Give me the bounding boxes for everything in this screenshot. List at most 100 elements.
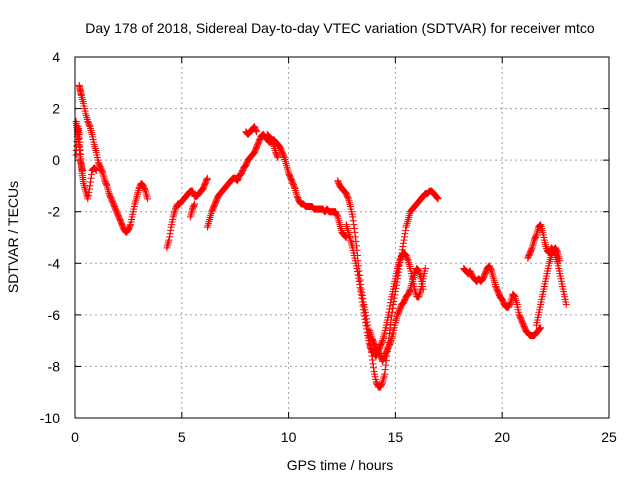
- data-point: [166, 233, 174, 241]
- data-point: [380, 372, 388, 380]
- data-point: [359, 295, 367, 303]
- data-point: [491, 279, 499, 287]
- data-point: [546, 257, 554, 265]
- data-point: [404, 215, 412, 223]
- data-point: [203, 175, 211, 183]
- data-point: [355, 274, 363, 282]
- data-point: [166, 230, 174, 238]
- data-point: [386, 325, 394, 333]
- data-point: [490, 275, 498, 283]
- data-point: [92, 166, 100, 174]
- data-point: [406, 263, 414, 271]
- data-point: [529, 240, 537, 248]
- data-point: [167, 226, 175, 234]
- data-point: [562, 301, 570, 309]
- x-tick-label: 10: [281, 429, 297, 445]
- data-point: [510, 292, 518, 300]
- data-point: [487, 266, 495, 274]
- data-point: [360, 312, 368, 320]
- data-point: [78, 94, 86, 102]
- data-point: [369, 360, 377, 368]
- data-point: [414, 266, 422, 274]
- data-point: [92, 146, 100, 154]
- data-point: [336, 221, 344, 229]
- data-point: [386, 305, 394, 313]
- data-point: [336, 223, 344, 231]
- data-point: [354, 271, 362, 279]
- data-point: [164, 240, 172, 248]
- plot-frame: [74, 56, 610, 419]
- data-point: [351, 228, 359, 236]
- data-point: [349, 213, 357, 221]
- data-point: [206, 215, 214, 223]
- data-point: [80, 181, 88, 189]
- y-axis-label: SDTVAR / TECUs: [5, 181, 21, 293]
- data-point: [401, 230, 409, 238]
- data-point: [385, 308, 393, 316]
- data-point: [280, 152, 288, 160]
- data-point: [165, 236, 173, 244]
- data-point: [433, 194, 441, 202]
- y-tick-label: 2: [52, 101, 60, 117]
- data-point: [347, 238, 355, 246]
- data-point: [141, 186, 149, 194]
- data-point: [134, 188, 142, 196]
- data-point: [84, 192, 92, 200]
- y-tick-label: -6: [48, 307, 61, 323]
- data-point: [363, 325, 371, 333]
- x-axis-label: GPS time / hours: [287, 457, 394, 473]
- data-point: [402, 226, 410, 234]
- data-point: [386, 302, 394, 310]
- data-point: [343, 223, 351, 231]
- data-point: [434, 195, 442, 203]
- data-point: [207, 212, 215, 220]
- data-point: [170, 209, 178, 217]
- data-point: [556, 257, 564, 265]
- data-point: [205, 219, 212, 227]
- data-point: [85, 185, 93, 193]
- data-point: [387, 321, 395, 329]
- data-point: [541, 241, 549, 249]
- data-point: [78, 96, 86, 104]
- data-point: [83, 193, 91, 201]
- data-point: [409, 275, 417, 283]
- data-point: [335, 219, 343, 227]
- x-tick-label: 25: [601, 429, 617, 445]
- data-point: [353, 268, 361, 276]
- data-point: [79, 97, 87, 105]
- chart-title: Day 178 of 2018, Sidereal Day-to-day VTE…: [85, 20, 595, 36]
- data-point: [190, 201, 198, 209]
- data-point: [378, 379, 386, 387]
- data-point: [380, 333, 388, 341]
- data-point: [490, 277, 498, 285]
- data-point: [187, 211, 195, 219]
- data-point: [405, 261, 413, 269]
- data-point: [91, 143, 99, 151]
- data-point: [350, 224, 358, 232]
- data-point: [399, 239, 407, 247]
- data-point: [358, 298, 366, 306]
- data-point: [104, 186, 112, 194]
- data-point: [206, 214, 214, 222]
- data-point: [205, 217, 213, 225]
- data-point: [553, 248, 561, 256]
- y-tick-label: -8: [48, 358, 61, 374]
- data-point: [87, 126, 95, 134]
- data-point: [133, 192, 141, 200]
- data-point: [186, 213, 194, 221]
- data-point: [91, 145, 99, 153]
- data-point: [132, 194, 140, 202]
- data-point: [419, 285, 427, 293]
- data-point: [402, 223, 410, 231]
- data-point: [399, 243, 407, 251]
- data-point: [536, 324, 544, 332]
- data-point: [81, 183, 89, 191]
- data-point: [400, 233, 408, 241]
- data-point: [88, 170, 96, 178]
- data-point: [403, 219, 411, 227]
- data-point: [351, 233, 359, 241]
- data-point: [87, 174, 95, 182]
- data-point: [84, 195, 92, 203]
- data-point: [355, 277, 363, 285]
